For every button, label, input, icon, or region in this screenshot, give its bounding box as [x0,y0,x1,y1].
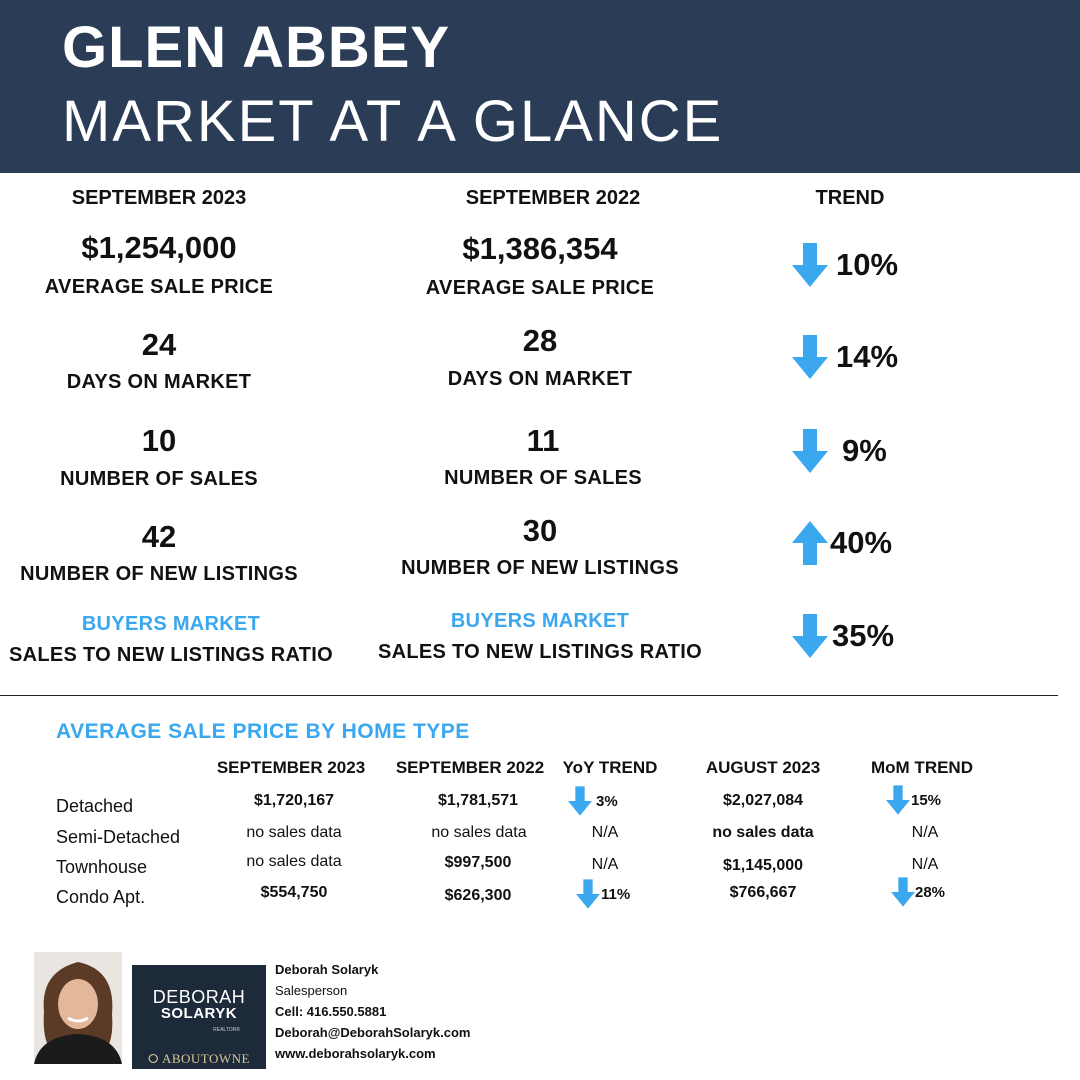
listings-trend-pct: 40% [830,525,893,560]
detached-mom: 15% [886,785,941,815]
column-heading-previous: SEPTEMBER 2022 [465,187,641,209]
market-type-previous: BUYERS MARKET [450,610,630,632]
listings-current-label: NUMBER OF NEW LISTINGS [20,563,298,585]
condo-sep2023: $554,750 [260,884,328,901]
agent-role: Salesperson [275,983,348,998]
detached-yoy-pct: 3% [596,792,618,810]
ratio-trend-pct: 35% [832,618,895,653]
semi-yoy: N/A [591,824,619,841]
sales-trend-pct: 9% [842,433,887,468]
agent-photo [34,952,122,1064]
page-title: GLEN ABBEY [62,15,451,80]
row-label-detached: Detached [56,796,134,816]
column-heading-trend: TREND [815,187,885,209]
market-type-current: BUYERS MARKET [81,613,261,635]
ratio-previous-label: SALES TO NEW LISTINGS RATIO [377,641,703,663]
logo-name-line1: DEBORAH [152,987,246,1007]
sales-current-label: NUMBER OF SALES [60,468,258,490]
sales-previous: 11 [526,423,560,458]
logo-realtor: REALTOR® [213,1027,240,1033]
table-header-sep2023: SEPTEMBER 2023 [216,758,366,777]
agent-logo: DEBORAH SOLARYK REALTOR® ⭘ ABOUTOWNE [132,965,266,1069]
avg-price-current: $1,254,000 [81,230,237,265]
table-header-sep2022: SEPTEMBER 2022 [395,758,545,777]
agent-website[interactable]: www.deborahsolaryk.com [275,1046,436,1061]
avg-price-previous: $1,386,354 [462,231,618,266]
arrow-down-icon [792,614,828,658]
sales-current: 10 [141,423,177,458]
header-banner: GLEN ABBEY MARKET AT A GLANCE [0,0,1080,173]
brokerage-logo: ⭘ ABOUTOWNE [132,1051,266,1067]
semi-aug2023: no sales data [712,824,814,841]
condo-aug2023: $766,667 [729,884,797,901]
detached-aug2023: $2,027,084 [722,792,804,809]
semi-sep2023: no sales data [246,824,342,841]
arrow-down-icon [576,879,600,909]
condo-yoy: 11% [576,879,630,909]
agent-email[interactable]: Deborah@DeborahSolaryk.com [275,1025,471,1040]
avg-price-trend-pct: 10% [836,247,899,282]
townhouse-sep2023: no sales data [246,853,342,870]
semi-sep2022: no sales data [431,824,527,841]
dom-current-label: DAYS ON MARKET [66,371,252,393]
arrow-down-icon [792,335,828,379]
condo-yoy-pct: 11% [601,885,631,903]
avg-price-current-label: AVERAGE SALE PRICE [44,276,274,298]
townhouse-yoy: N/A [591,856,619,873]
row-label-semi-detached: Semi-Detached [56,827,181,847]
row-label-townhouse: Townhouse [56,857,148,877]
arrow-down-icon [568,786,592,816]
arrow-down-icon [792,429,828,473]
arrow-down-icon [792,243,828,287]
detached-sep2022: $1,781,571 [437,792,519,809]
agent-cell: Cell: 416.550.5881 [275,1004,387,1019]
listings-previous: 30 [522,513,558,548]
semi-mom: N/A [911,824,939,841]
avg-price-trend: 10% [792,240,898,290]
logo-name-line2: SOLARYK [160,1005,238,1022]
table-header-aug2023: AUGUST 2023 [705,758,821,777]
dom-current: 24 [141,327,177,362]
agent-portrait-image [34,952,122,1064]
section-divider [0,695,1058,696]
avg-price-previous-label: AVERAGE SALE PRICE [425,277,655,299]
sales-trend: 9% [792,426,887,476]
ratio-trend: 35% [792,611,894,661]
home-type-section-title: AVERAGE SALE PRICE BY HOME TYPE [56,720,470,743]
condo-mom: 28% [891,877,945,907]
dom-previous-label: DAYS ON MARKET [447,368,633,390]
table-header-mom: MoM TREND [871,758,973,777]
brokerage-name: ABOUTOWNE [161,1051,250,1066]
townhouse-mom: N/A [911,856,939,873]
listings-previous-label: NUMBER OF NEW LISTINGS [401,557,679,579]
agent-name: Deborah Solaryk [275,962,379,977]
table-header-yoy: YoY TREND [562,758,658,777]
dom-previous: 28 [522,323,558,358]
brokerage-mark-icon: ⭘ [148,1051,162,1066]
ratio-current-label: SALES TO NEW LISTINGS RATIO [8,644,334,666]
column-heading-current: SEPTEMBER 2023 [71,187,247,209]
arrow-down-icon [886,785,910,815]
arrow-down-icon [891,877,915,907]
row-label-condo: Condo Apt. [56,887,146,907]
townhouse-sep2022: $997,500 [444,854,512,871]
sales-previous-label: NUMBER OF SALES [444,467,642,489]
detached-yoy: 3% [568,786,618,816]
page-subtitle: MARKET AT A GLANCE [62,89,724,154]
listings-current: 42 [141,519,177,554]
detached-mom-pct: 15% [911,791,942,809]
listings-trend: 40% [792,518,892,568]
arrow-up-icon [792,521,828,565]
condo-mom-pct: 28% [915,883,946,901]
townhouse-aug2023: $1,145,000 [722,857,804,874]
dom-trend-pct: 14% [836,339,899,374]
condo-sep2022: $626,300 [444,887,512,904]
dom-trend: 14% [792,332,898,382]
detached-sep2023: $1,720,167 [253,792,335,809]
